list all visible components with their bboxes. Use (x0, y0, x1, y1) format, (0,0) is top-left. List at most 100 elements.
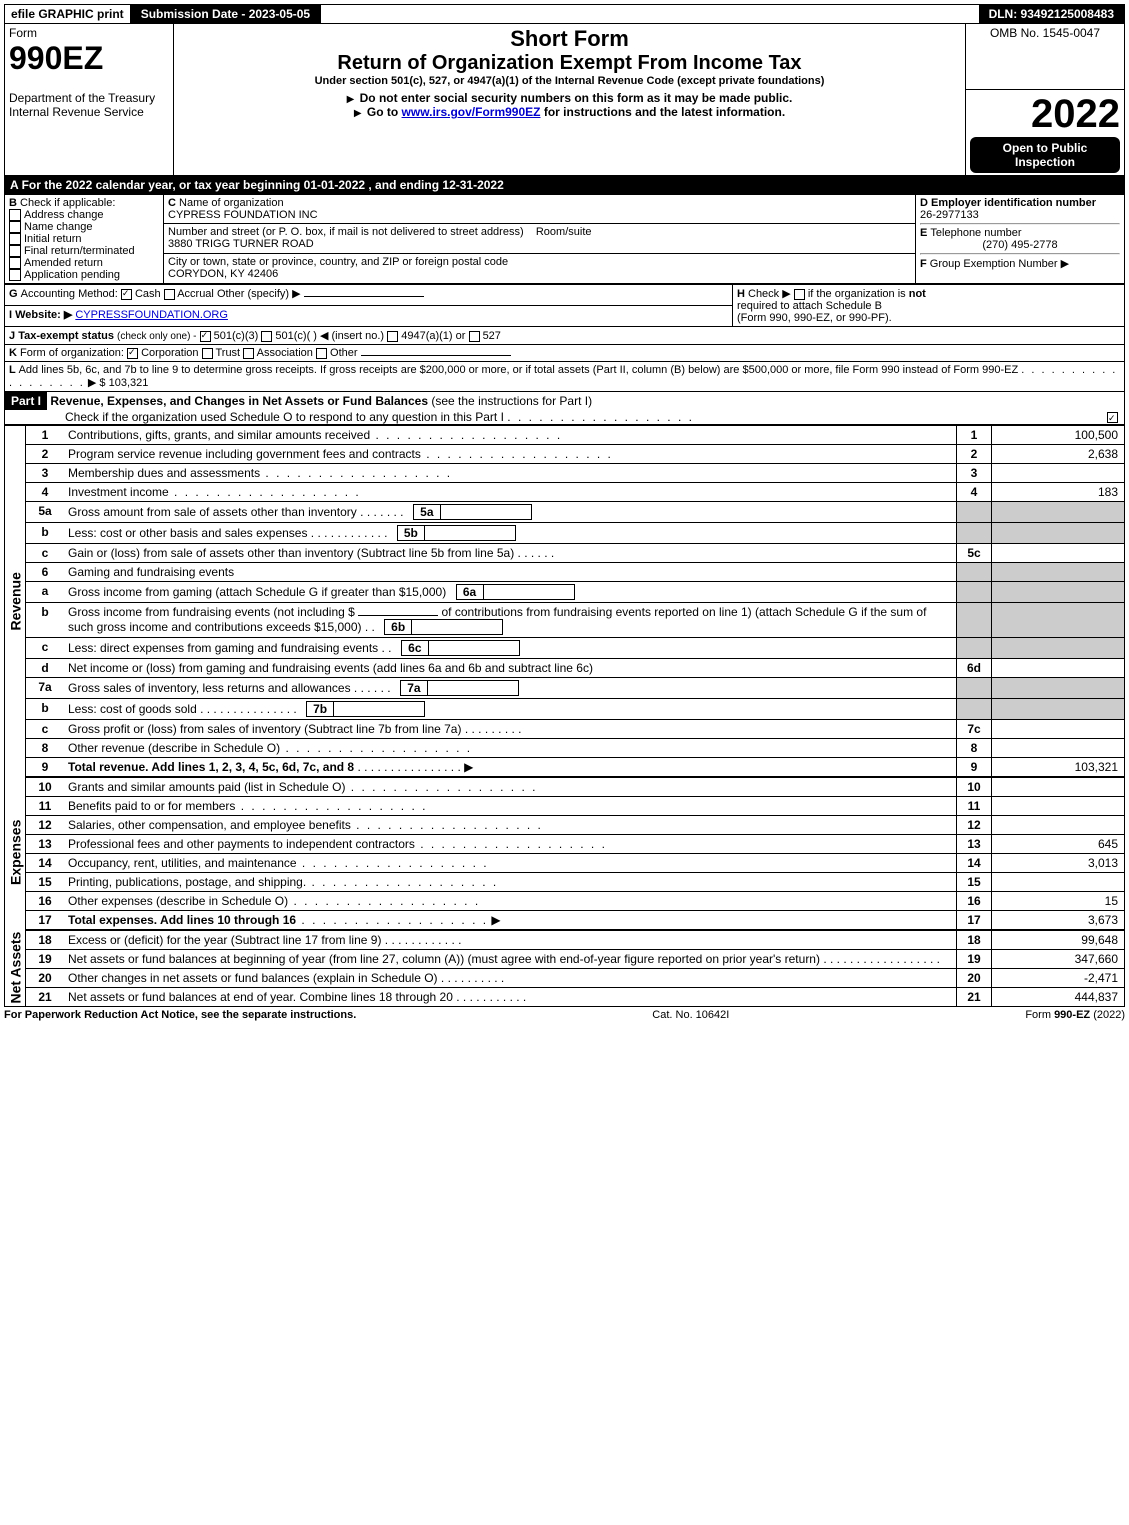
checkbox-application-pending[interactable] (9, 269, 21, 281)
checkbox-501c3[interactable] (200, 331, 211, 342)
efile-print-label[interactable]: efile GRAPHIC print (5, 5, 131, 23)
input-6b-amount[interactable] (358, 615, 438, 616)
dots (370, 428, 562, 442)
line-8-num: 8 (26, 739, 64, 757)
line-17-num: 17 (26, 911, 64, 929)
line-7a-desc: Gross sales of inventory, less returns a… (68, 681, 351, 695)
checkbox-initial-return[interactable] (9, 233, 21, 245)
checkbox-501c[interactable] (261, 331, 272, 342)
line-6b-num: b (26, 603, 64, 637)
val-5b[interactable] (425, 525, 516, 541)
line-7b-num: b (26, 699, 64, 719)
part1-label: Part I (5, 392, 47, 410)
k-label: Form of organization: (20, 347, 124, 359)
line-13-desc: Professional fees and other payments to … (68, 837, 415, 851)
checkbox-schedule-b[interactable] (794, 289, 805, 300)
d-label: Employer identification number (931, 197, 1096, 209)
line-6-desc: Gaming and fundraising events (68, 565, 234, 579)
line-5c-box: 5c (956, 544, 992, 562)
k-corp: Corporation (141, 347, 198, 359)
c-room-label: Room/suite (536, 226, 592, 238)
checkbox-association[interactable] (243, 348, 254, 359)
line-a-text: For the 2022 calendar year, or tax year … (22, 178, 504, 192)
ghijkl-block: G Accounting Method: Cash Accrual Other … (4, 284, 1125, 392)
line-3-desc: Membership dues and assessments (68, 466, 260, 480)
val-7b[interactable] (334, 701, 425, 717)
checkbox-4947[interactable] (387, 331, 398, 342)
checkbox-final-return[interactable] (9, 245, 21, 257)
line-5a-num: 5a (26, 502, 64, 522)
g-cash: Cash (135, 288, 161, 300)
checkbox-cash[interactable] (121, 289, 132, 300)
checkbox-address-change[interactable] (9, 209, 21, 221)
line-7b-box-shaded (956, 699, 992, 719)
line-20-num: 20 (26, 969, 64, 987)
l-text: Add lines 5b, 6c, and 7b to line 9 to de… (19, 364, 1019, 376)
line-16-desc: Other expenses (describe in Schedule O) (68, 894, 288, 908)
line-13-box: 13 (956, 835, 992, 853)
line-12-desc: Salaries, other compensation, and employ… (68, 818, 351, 832)
f-label: Group Exemption Number (930, 258, 1058, 270)
irs-link[interactable]: www.irs.gov/Form990EZ (402, 105, 541, 119)
box-6a: 6a (456, 584, 484, 600)
line-6a-box-shaded (956, 582, 992, 602)
g-other: Other (specify) ▶ (217, 288, 301, 300)
dept-treasury: Department of the Treasury (9, 91, 155, 105)
website-link[interactable]: CYPRESSFOUNDATION.ORG (75, 309, 228, 321)
checkbox-other[interactable] (316, 348, 327, 359)
checkbox-name-change[interactable] (9, 221, 21, 233)
line-3-box: 3 (956, 464, 992, 482)
val-6c[interactable] (429, 640, 520, 656)
checkbox-amended-return[interactable] (9, 257, 21, 269)
line-5c-num: c (26, 544, 64, 562)
line-19-box: 19 (956, 950, 992, 968)
line-19-val: 347,660 (992, 950, 1124, 968)
line-5b-box-shaded (956, 523, 992, 543)
val-5a[interactable] (441, 504, 532, 520)
line-20-val: -2,471 (992, 969, 1124, 987)
other-specify-input[interactable] (304, 296, 424, 297)
line-6-box-shaded (956, 563, 992, 581)
checkbox-accrual[interactable] (164, 289, 175, 300)
line-7a-num: 7a (26, 678, 64, 698)
line-6d-val (992, 659, 1124, 677)
val-7a[interactable] (428, 680, 519, 696)
checkbox-trust[interactable] (202, 348, 213, 359)
checkbox-527[interactable] (469, 331, 480, 342)
checkbox-corporation[interactable] (127, 348, 138, 359)
line-6-num: 6 (26, 563, 64, 581)
val-6b[interactable] (412, 619, 503, 635)
line-7c-box: 7c (956, 720, 992, 738)
form-header-table: Form 990EZ Department of the Treasury In… (4, 23, 1125, 176)
line-8-desc: Other revenue (describe in Schedule O) (68, 741, 280, 755)
line-11-num: 11 (26, 797, 64, 815)
line-12-box: 12 (956, 816, 992, 834)
line-13-val: 645 (992, 835, 1124, 853)
opt-initial-return: Initial return (24, 233, 81, 245)
line-21-val: 444,837 (992, 988, 1124, 1006)
line-14-box: 14 (956, 854, 992, 872)
line-4-val: 183 (992, 483, 1124, 501)
line-20-box: 20 (956, 969, 992, 987)
line-6d-desc: Net income or (loss) from gaming and fun… (68, 661, 593, 675)
j-4947: 4947(a)(1) or (401, 330, 465, 342)
line-7b-val-shaded (992, 699, 1124, 719)
j-527: 527 (483, 330, 501, 342)
line-18-desc: Excess or (deficit) for the year (Subtra… (68, 933, 381, 947)
checkbox-schedule-o[interactable] (1107, 412, 1118, 423)
line-17-desc: Total expenses. Add lines 10 through 16 (68, 913, 296, 927)
h-label: Check ▶ (748, 288, 791, 300)
line-5b-desc: Less: cost or other basis and sales expe… (68, 526, 307, 540)
part1-header-row: Part I Revenue, Expenses, and Changes in… (4, 392, 1125, 425)
line-20-desc: Other changes in net assets or fund bala… (68, 971, 438, 985)
line-6c-desc: Less: direct expenses from gaming and fu… (68, 641, 378, 655)
k-other-input[interactable] (361, 355, 511, 356)
line-18-num: 18 (26, 931, 64, 949)
line-11-val (992, 797, 1124, 815)
street-value: 3880 TRIGG TURNER ROAD (168, 238, 314, 250)
val-6a[interactable] (484, 584, 575, 600)
line-21-box: 21 (956, 988, 992, 1006)
line-12-val (992, 816, 1124, 834)
j-501c: 501(c)( ) ◀ (insert no.) (275, 330, 384, 342)
irs-label: Internal Revenue Service (9, 105, 144, 119)
